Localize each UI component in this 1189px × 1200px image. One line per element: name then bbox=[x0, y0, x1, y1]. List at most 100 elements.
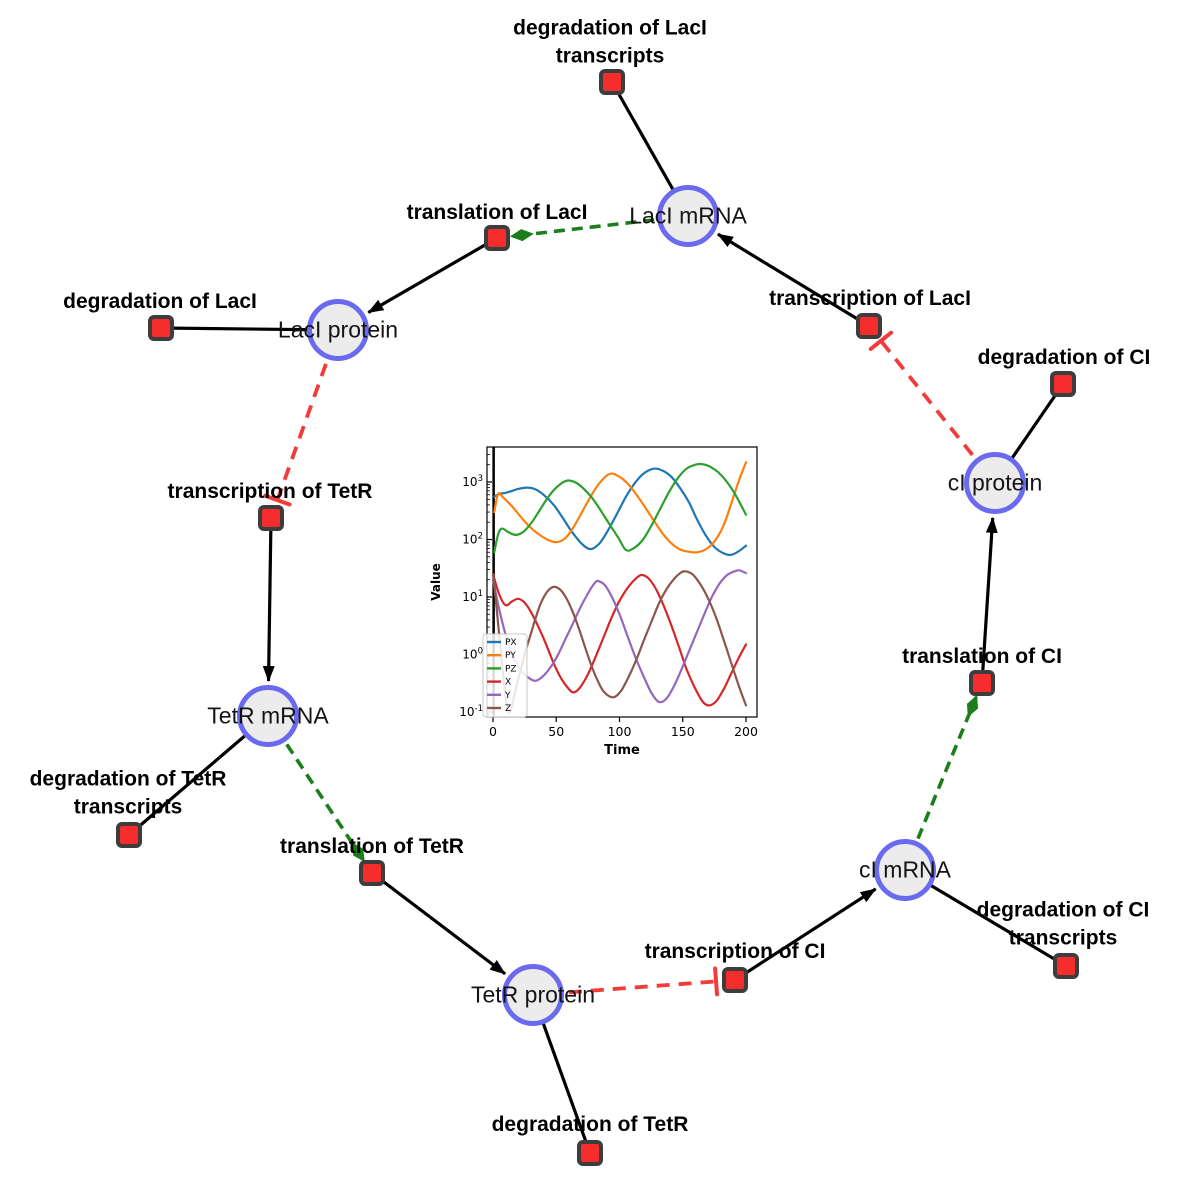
legend-label-X: X bbox=[505, 678, 511, 688]
reaction-label-translation-tetr: translation of TetR bbox=[280, 833, 464, 861]
inset-timecourse-chart: 103 102 101 100 10-1 0 50 100 150 200 Time Value PX P… bbox=[429, 433, 775, 773]
edge-consumption-ci-mrna-to-deg-ci-transcripts bbox=[904, 868, 1067, 968]
reaction-label-line: translation of TetR bbox=[280, 835, 464, 859]
chart-frame bbox=[486, 446, 758, 718]
reaction-label-deg-tetr-transcripts: degradation of TetR transcripts bbox=[30, 765, 227, 820]
reaction-label-line: transcription of TetR bbox=[167, 480, 373, 504]
y-tick-label: 101 bbox=[462, 589, 483, 604]
reaction-label-line: transcripts bbox=[1008, 926, 1118, 949]
reaction-label-line: degradation of CI bbox=[977, 346, 1151, 370]
reaction-label-deg-laci-transcripts: degradation of LacI transcripts bbox=[513, 14, 707, 69]
edge-production-transcription-ci-to-ci-mrna bbox=[734, 887, 877, 982]
edge-production-translation-tetr-to-tetr-protein bbox=[371, 871, 507, 976]
species-node-laci-protein bbox=[307, 299, 369, 361]
legend-label-Z: Z bbox=[505, 704, 511, 714]
reaction-label-transcription-tetr: transcription of TetR bbox=[168, 478, 373, 506]
legend-label-PY: PY bbox=[505, 651, 516, 661]
species-label-ci-protein: cI protein bbox=[947, 469, 1043, 496]
reaction-node-deg-tetr bbox=[577, 1140, 603, 1166]
edge-inhibition-tetr-protein-to-transcription-ci-tbar bbox=[713, 966, 720, 997]
reaction-label-transcription-ci: transcription of CI bbox=[645, 938, 826, 966]
reaction-node-deg-tetr-transcripts bbox=[116, 822, 142, 848]
reaction-label-line: translation of CI bbox=[902, 645, 1062, 669]
y-tick-label: 103 bbox=[462, 474, 483, 489]
edge-catalysis-tetr-mrna-to-translation-tetr bbox=[285, 743, 366, 863]
y-tick-label: 102 bbox=[462, 532, 483, 547]
reaction-label-transcription-laci: transcription of LacI bbox=[769, 285, 971, 313]
series-line-X bbox=[491, 573, 748, 707]
species-node-laci-mrna bbox=[657, 185, 719, 247]
x-tick-label: 0 bbox=[489, 724, 497, 739]
edge-production-transcription-tetr-to-tetr-mrna bbox=[262, 517, 275, 683]
y-tick-exponent: 2 bbox=[478, 532, 483, 542]
species-label-tetr-mrna: TetR mRNA bbox=[207, 702, 329, 729]
reaction-label-deg-tetr: degradation of TetR bbox=[492, 1111, 689, 1139]
x-tick-label: 200 bbox=[734, 724, 758, 739]
edge-inhibition-laci-protein-to-transcription-tetr-tbar bbox=[263, 493, 292, 507]
series-line-PZ bbox=[493, 462, 748, 554]
y-tick-exponent: -1 bbox=[475, 704, 483, 714]
series-line-Z bbox=[491, 570, 748, 714]
reaction-label-line: transcripts bbox=[555, 44, 665, 67]
edge-production-translation-ci-to-ci-protein bbox=[980, 516, 998, 684]
edge-production-translation-laci-to-laci-protein bbox=[367, 236, 498, 314]
reaction-label-line: degradation of TetR bbox=[491, 1113, 689, 1137]
reaction-label-translation-laci: translation of LacI bbox=[407, 199, 588, 227]
species-node-ci-protein bbox=[964, 452, 1026, 514]
series-group bbox=[491, 461, 748, 714]
reaction-label-line: transcripts bbox=[73, 795, 183, 818]
edge-inhibition-tetr-protein-to-transcription-ci bbox=[568, 979, 717, 995]
y-tick-label: 100 bbox=[462, 647, 483, 662]
reaction-node-deg-laci-transcripts bbox=[599, 69, 625, 95]
reaction-label-line: transcription of CI bbox=[644, 940, 826, 964]
y-tick-exponent: 0 bbox=[478, 647, 483, 657]
edge-catalysis-laci-mrna-to-translation-laci bbox=[509, 218, 655, 242]
species-node-tetr-protein bbox=[502, 964, 564, 1026]
legend-label-Y: Y bbox=[504, 691, 511, 701]
reaction-node-transcription-ci bbox=[722, 967, 748, 993]
species-node-tetr-mrna bbox=[237, 685, 299, 747]
edge-production-transcription-laci-to-laci-mrna bbox=[717, 232, 870, 328]
y-tick-exponent: 1 bbox=[478, 589, 483, 599]
series-line-Y bbox=[491, 569, 748, 704]
species-label-laci-mrna: LacI mRNA bbox=[629, 202, 747, 229]
y-axis-label: Value bbox=[430, 563, 443, 601]
species-node-ci-mrna bbox=[874, 839, 936, 901]
reaction-label-line: transcription of LacI bbox=[769, 287, 971, 311]
x-tick-label: 150 bbox=[671, 724, 695, 739]
series-line-PY bbox=[493, 461, 748, 554]
x-axis-label: Time bbox=[604, 743, 640, 758]
legend-label-PX: PX bbox=[505, 638, 517, 648]
reaction-label-line: translation of LacI bbox=[406, 201, 588, 225]
y-tick-exponent: 3 bbox=[478, 474, 483, 484]
reaction-label-line: degradation of LacI bbox=[513, 16, 707, 40]
reaction-node-translation-ci bbox=[969, 670, 995, 696]
reaction-node-deg-laci bbox=[148, 315, 174, 341]
reaction-node-deg-ci bbox=[1050, 371, 1076, 397]
species-label-laci-protein: LacI protein bbox=[277, 316, 399, 343]
reaction-label-line: degradation of CI bbox=[976, 898, 1150, 922]
y-tick-label: 10-1 bbox=[459, 704, 483, 719]
x-tick-label: 50 bbox=[548, 724, 564, 739]
reaction-label-line: degradation of TetR bbox=[29, 767, 227, 791]
species-label-ci-mrna: cI mRNA bbox=[859, 856, 951, 883]
reaction-label-deg-ci: degradation of CI bbox=[978, 344, 1151, 372]
species-label-tetr-protein: TetR protein bbox=[470, 981, 596, 1008]
edge-inhibition-ci-protein-to-transcription-laci-tbar bbox=[868, 330, 894, 351]
series-line-PX bbox=[493, 467, 748, 557]
reaction-label-deg-ci-transcripts: degradation of CI transcripts bbox=[977, 896, 1150, 951]
x-tick-label: 100 bbox=[608, 724, 632, 739]
reaction-node-translation-tetr bbox=[359, 860, 385, 886]
reaction-node-deg-ci-transcripts bbox=[1053, 953, 1079, 979]
reaction-label-line: degradation of LacI bbox=[63, 290, 257, 314]
edge-inhibition-laci-protein-to-transcription-tetr bbox=[275, 363, 328, 501]
edge-catalysis-ci-mrna-to-translation-ci bbox=[916, 695, 979, 840]
reaction-label-deg-laci: degradation of LacI bbox=[63, 288, 257, 316]
legend-label-PZ: PZ bbox=[505, 664, 517, 674]
reaction-node-transcription-laci bbox=[856, 313, 882, 339]
reaction-node-transcription-tetr bbox=[258, 505, 284, 531]
reaction-node-translation-laci bbox=[484, 225, 510, 251]
edge-inhibition-ci-protein-to-transcription-laci bbox=[879, 339, 974, 457]
